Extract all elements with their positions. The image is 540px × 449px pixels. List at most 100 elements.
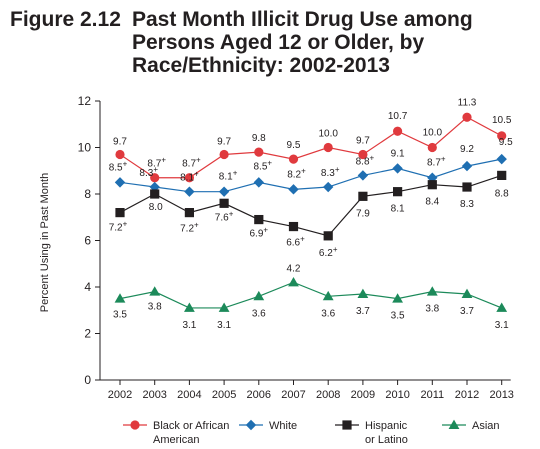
series-asian: 3.5 3.8 3.1 3.1 3.6 4.2 3.6 3.7 3.5 3.8 3.7 3.1: [113, 263, 509, 331]
data-label-black-or-african-american: 9.8: [252, 133, 266, 144]
chart-axes: 0 2 4 6 8 10 12 2002 2003 2004 2005 2006 2007 2008 200…: [39, 94, 514, 401]
data-label-white: 9.5: [499, 137, 513, 148]
data-point-hispanic-or-latino: [288, 221, 299, 232]
data-label-white: 8.5+: [254, 158, 273, 172]
y-tick-label: 4: [84, 280, 91, 294]
data-point-asian: [114, 293, 126, 303]
legend-label: American: [153, 434, 199, 446]
data-label-white: 8.7+: [427, 155, 446, 169]
legend-label: Hispanic: [365, 420, 408, 432]
data-label-black-or-african-american: 9.7: [113, 136, 127, 147]
legend-marker: [342, 420, 352, 430]
y-axis-label: Percent Using in Past Month: [39, 173, 51, 312]
legend-item-white: White: [239, 419, 297, 432]
data-point-hispanic-or-latino: [115, 208, 125, 218]
data-point-white: [184, 186, 195, 197]
data-point-white: [323, 181, 334, 193]
data-label-black-or-african-american: 10.7: [388, 111, 408, 122]
data-point-hispanic-or-latino: [427, 180, 437, 190]
legend-label: Asian: [472, 420, 500, 432]
chart-series: 9.7 8.7+ 8.7+ 9.7 9.8 9.5 10.0 9.7 10.7 10.0 11.3 1…: [109, 97, 513, 331]
x-tick-label: 2007: [281, 389, 305, 401]
legend-marker: [130, 420, 140, 430]
data-point-white: [461, 160, 473, 172]
data-point-asian: [149, 286, 161, 296]
legend-marker: [448, 419, 460, 429]
data-point-asian: [288, 276, 299, 287]
x-tick-label: 2006: [247, 389, 271, 401]
data-label-asian: 3.7: [460, 306, 474, 317]
data-point-hispanic-or-latino: [254, 214, 264, 225]
data-label-black-or-african-american: 9.7: [356, 135, 370, 146]
data-point-asian: [461, 288, 473, 298]
data-label-hispanic-or-latino: 7.9: [356, 208, 370, 219]
x-tick-label: 2005: [212, 389, 236, 401]
series-line-black-or-african-american: [119, 116, 502, 179]
data-point-hispanic-or-latino: [497, 170, 507, 180]
data-point-black-or-african-american: [288, 154, 299, 164]
figure-title-line-1: Figure 2.12 Past Month Illicit Drug Use a…: [10, 8, 473, 31]
data-point-asian: [392, 293, 403, 303]
legend-label: White: [269, 420, 297, 432]
data-point-asian: [184, 302, 195, 312]
data-point-hispanic-or-latino: [462, 182, 472, 192]
data-label-black-or-african-american: 10.5: [492, 115, 512, 126]
legend-marker: [245, 419, 257, 431]
series-line-white: [119, 158, 502, 193]
data-label-asian: 3.8: [148, 302, 162, 313]
series-line-asian: [119, 281, 502, 309]
data-label-asian: 3.5: [391, 311, 405, 322]
data-label-hispanic-or-latino: 8.3: [460, 199, 474, 210]
data-point-hispanic-or-latino: [219, 198, 229, 208]
data-point-black-or-african-american: [219, 149, 229, 160]
data-label-hispanic-or-latino: 8.4: [425, 197, 439, 208]
y-tick-label: 10: [78, 141, 92, 155]
data-point-white: [288, 184, 299, 195]
x-tick-label: 2012: [455, 389, 479, 401]
data-point-white: [114, 177, 126, 188]
data-point-white: [253, 177, 264, 188]
data-point-hispanic-or-latino: [184, 208, 194, 218]
data-point-white: [496, 153, 507, 165]
data-point-asian: [357, 288, 369, 298]
x-tick-label: 2013: [489, 389, 513, 401]
data-point-black-or-african-american: [497, 131, 507, 141]
data-label-asian: 3.7: [356, 306, 370, 317]
data-label-white: 8.1+: [219, 169, 238, 183]
x-tick-label: 2008: [316, 389, 340, 401]
data-label-asian: 3.5: [113, 310, 127, 321]
data-point-black-or-african-american: [393, 126, 403, 136]
data-label-asian: 3.6: [321, 308, 335, 319]
series-black-or-african-american: 9.7 8.7+ 8.7+ 9.7 9.8 9.5 10.0 9.7 10.7 10.0 11.3 1…: [113, 97, 512, 183]
data-point-black-or-african-american: [358, 149, 368, 160]
data-label-white: 8.2+: [287, 166, 306, 180]
data-label-hispanic-or-latino: 6.9+: [250, 226, 269, 240]
data-label-black-or-african-american: 11.3: [458, 97, 477, 108]
data-label-hispanic-or-latino: 7.2+: [109, 220, 128, 234]
data-label-black-or-african-american: 9.7: [217, 136, 231, 147]
data-label-asian: 3.6: [252, 308, 266, 319]
data-label-white: 8.3+: [139, 165, 158, 179]
x-tick-label: 2004: [177, 389, 201, 401]
data-point-black-or-african-american: [115, 149, 125, 160]
data-label-black-or-african-american: 10.0: [423, 128, 443, 139]
y-tick-label: 8: [84, 187, 91, 201]
legend-item-hispanic-or-latino: Hispanic or Latino: [335, 420, 408, 446]
data-label-hispanic-or-latino: 7.2+: [180, 221, 199, 235]
data-point-white: [392, 163, 403, 174]
x-tick-label: 2003: [142, 389, 166, 401]
legend-item-asian: Asian: [442, 419, 500, 432]
figure-number: Figure 2.12: [10, 8, 121, 31]
data-label-white: 8.5+: [109, 159, 128, 173]
data-point-asian: [496, 302, 508, 312]
data-point-black-or-african-american: [323, 142, 333, 153]
data-label-asian: 3.1: [182, 320, 196, 331]
y-tick-label: 12: [78, 94, 92, 108]
data-label-white: 8.1+: [180, 170, 199, 184]
x-tick-label: 2010: [385, 389, 409, 401]
series-line-hispanic-or-latino: [119, 174, 502, 237]
x-tick-label: 2009: [351, 389, 375, 401]
data-point-black-or-african-american: [184, 173, 194, 183]
data-point-asian: [426, 286, 438, 296]
data-label-white: 8.3+: [321, 165, 340, 179]
